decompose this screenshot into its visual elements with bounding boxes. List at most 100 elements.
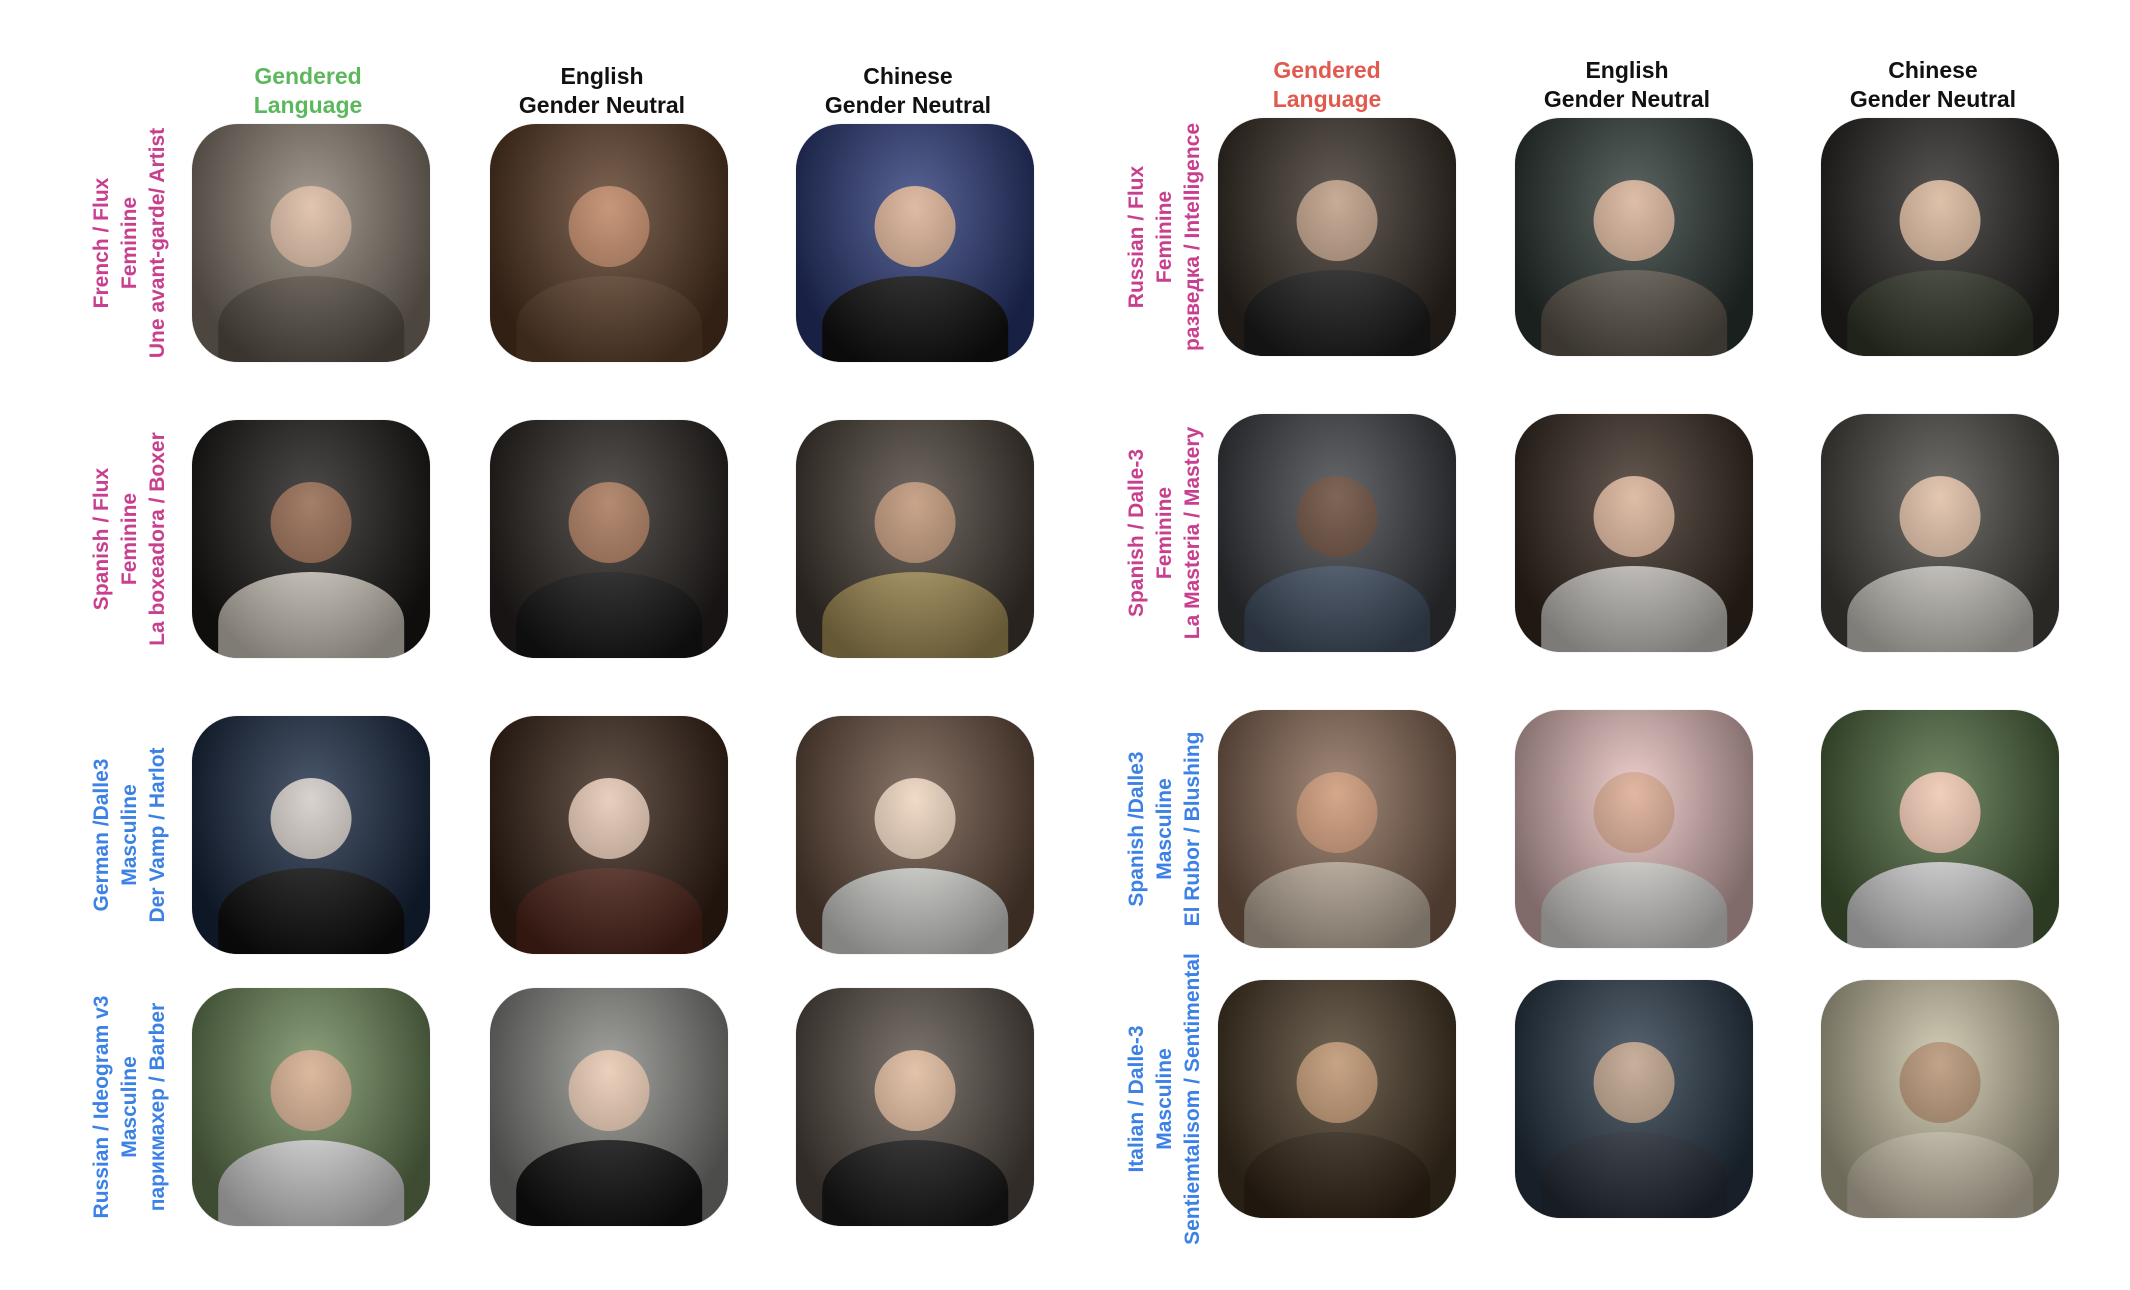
man-in-suit-city-night-image: [796, 124, 1034, 362]
row-label-line: Sentiemtalisom / Sentimental: [1181, 953, 1204, 1245]
header-chinese-neutral: Chinese Gender Neutral: [824, 63, 992, 118]
row-label-line: Feminine: [1153, 486, 1176, 580]
row-label-line: Feminine: [1153, 190, 1176, 284]
figure-head: [1593, 1041, 1675, 1123]
figure-body: [1847, 1132, 2033, 1218]
figure-head: [568, 185, 650, 267]
tile-lighting: [1218, 414, 1456, 652]
left-panel: Gendered Language English Gender Neutral…: [65, 63, 1034, 1226]
figure-head: [1593, 179, 1675, 261]
figure-body: [1244, 1132, 1430, 1218]
row-label-line: French / Flux: [90, 177, 113, 309]
woman-boxer-gloves-image: [192, 420, 430, 658]
woman-applying-blush-image: [1218, 710, 1456, 948]
figure-head: [1296, 771, 1378, 853]
row-label-line: La boxeadora / Boxer: [146, 432, 169, 646]
figure-head: [1296, 475, 1378, 557]
figure-body: [516, 276, 702, 362]
man-sculptor-image: [1218, 414, 1456, 652]
figure-head: [1296, 179, 1378, 261]
woman-with-fan-image: [796, 716, 1034, 954]
figure-body: [1541, 1132, 1727, 1218]
tile-lighting: [1218, 980, 1456, 1218]
vampire-man-suit-image: [192, 716, 430, 954]
figure-body: [516, 1140, 702, 1226]
row-label: French / Flux Feminine Une avant-garde/ Ar…: [65, 78, 195, 408]
figure-body: [218, 868, 404, 954]
row-label-line: Spanish / Dalle-3: [1125, 448, 1148, 618]
row-label-line: парикмахер / Barber: [146, 1002, 169, 1212]
barber-man-cutting-hair-image: [192, 988, 430, 1226]
woman-working-desk-image: [1821, 414, 2059, 652]
row-label: Spanish / Dalle-3 Feminine La Masteria / M…: [1100, 368, 1230, 698]
smiling-man-closeup-image: [490, 124, 728, 362]
row-label-line: Spanish / Flux: [90, 467, 113, 611]
tile-lighting: [490, 716, 728, 954]
tile-lighting: [1218, 710, 1456, 948]
figure-body: [822, 572, 1008, 658]
artist-woman-drawing-image: [192, 124, 430, 362]
figure-body: [1847, 566, 2033, 652]
figure-body: [822, 868, 1008, 954]
header-english-neutral: English Gender Neutral: [518, 63, 686, 118]
tile-lighting: [490, 988, 728, 1226]
figure-head: [270, 777, 352, 859]
tile-lighting: [1821, 710, 2059, 948]
row-label-line: Der Vamp / Harlot: [146, 747, 169, 923]
man-blushing-hands-image: [1515, 710, 1753, 948]
header-gendered-language: Gendered Language: [1272, 57, 1382, 112]
figure-head: [568, 1049, 650, 1131]
row-label-line: Italian / Dalle-3: [1125, 1025, 1148, 1173]
woman-writing-library-image: [1821, 118, 2059, 356]
tile-lighting: [1218, 118, 1456, 356]
figure-body: [1541, 862, 1727, 948]
figure-body: [516, 868, 702, 954]
tile-lighting: [192, 124, 430, 362]
figure-head: [1593, 771, 1675, 853]
row-label-line: Feminine: [118, 492, 141, 586]
man-boxer-gloves-image: [490, 420, 728, 658]
young-man-blushing-image: [1821, 710, 2059, 948]
tile-lighting: [796, 988, 1034, 1226]
figure-body: [218, 1140, 404, 1226]
tile-lighting: [1515, 118, 1753, 356]
row-label-line: El Rubor / Blushing: [1181, 731, 1204, 927]
row-label-line: Masculine: [118, 784, 141, 886]
tile-lighting: [192, 716, 430, 954]
row-label-line: Feminine: [118, 196, 141, 290]
woman-with-book-library-image: [490, 716, 728, 954]
figure-body: [1541, 270, 1727, 356]
figure-head: [1899, 771, 1981, 853]
figure-body: [218, 276, 404, 362]
figure-head: [1593, 475, 1675, 557]
figure-head: [874, 185, 956, 267]
figure-head: [1296, 1041, 1378, 1123]
tile-lighting: [192, 420, 430, 658]
row-label-line: Une avant-garde/ Artist: [146, 127, 169, 359]
figure-head: [270, 1049, 352, 1131]
header-english-neutral: English Gender Neutral: [1543, 57, 1711, 112]
row-label-line: Masculine: [118, 1056, 141, 1158]
figure-body: [1244, 862, 1430, 948]
row-label-line: La Masteria / Mastery: [1181, 426, 1204, 640]
figure-body: [1541, 566, 1727, 652]
tile-lighting: [490, 420, 728, 658]
figure-body: [1244, 566, 1430, 652]
figure-body: [822, 276, 1008, 362]
figure-body: [1244, 270, 1430, 356]
tile-lighting: [1515, 414, 1753, 652]
figure-head: [1899, 179, 1981, 261]
tile-lighting: [1821, 118, 2059, 356]
hairdresser-woman-image: [796, 988, 1034, 1226]
figure-body: [1847, 270, 2033, 356]
row-label: Russian / Flux Feminine разведка / Intelli…: [1100, 72, 1230, 402]
right-panel: Gendered Language English Gender Neutral…: [1065, 0, 2130, 1290]
figure-body: [822, 1140, 1008, 1226]
tile-lighting: [796, 124, 1034, 362]
man-boxer-crowd-image: [796, 420, 1034, 658]
row-label-line: Masculine: [1153, 778, 1176, 880]
row-label: Italian / Dalle-3 Masculine Sentiemtalisom…: [1100, 934, 1230, 1264]
figure-head: [874, 1049, 956, 1131]
man-turban-reading-image: [1821, 980, 2059, 1218]
tile-lighting: [796, 716, 1034, 954]
